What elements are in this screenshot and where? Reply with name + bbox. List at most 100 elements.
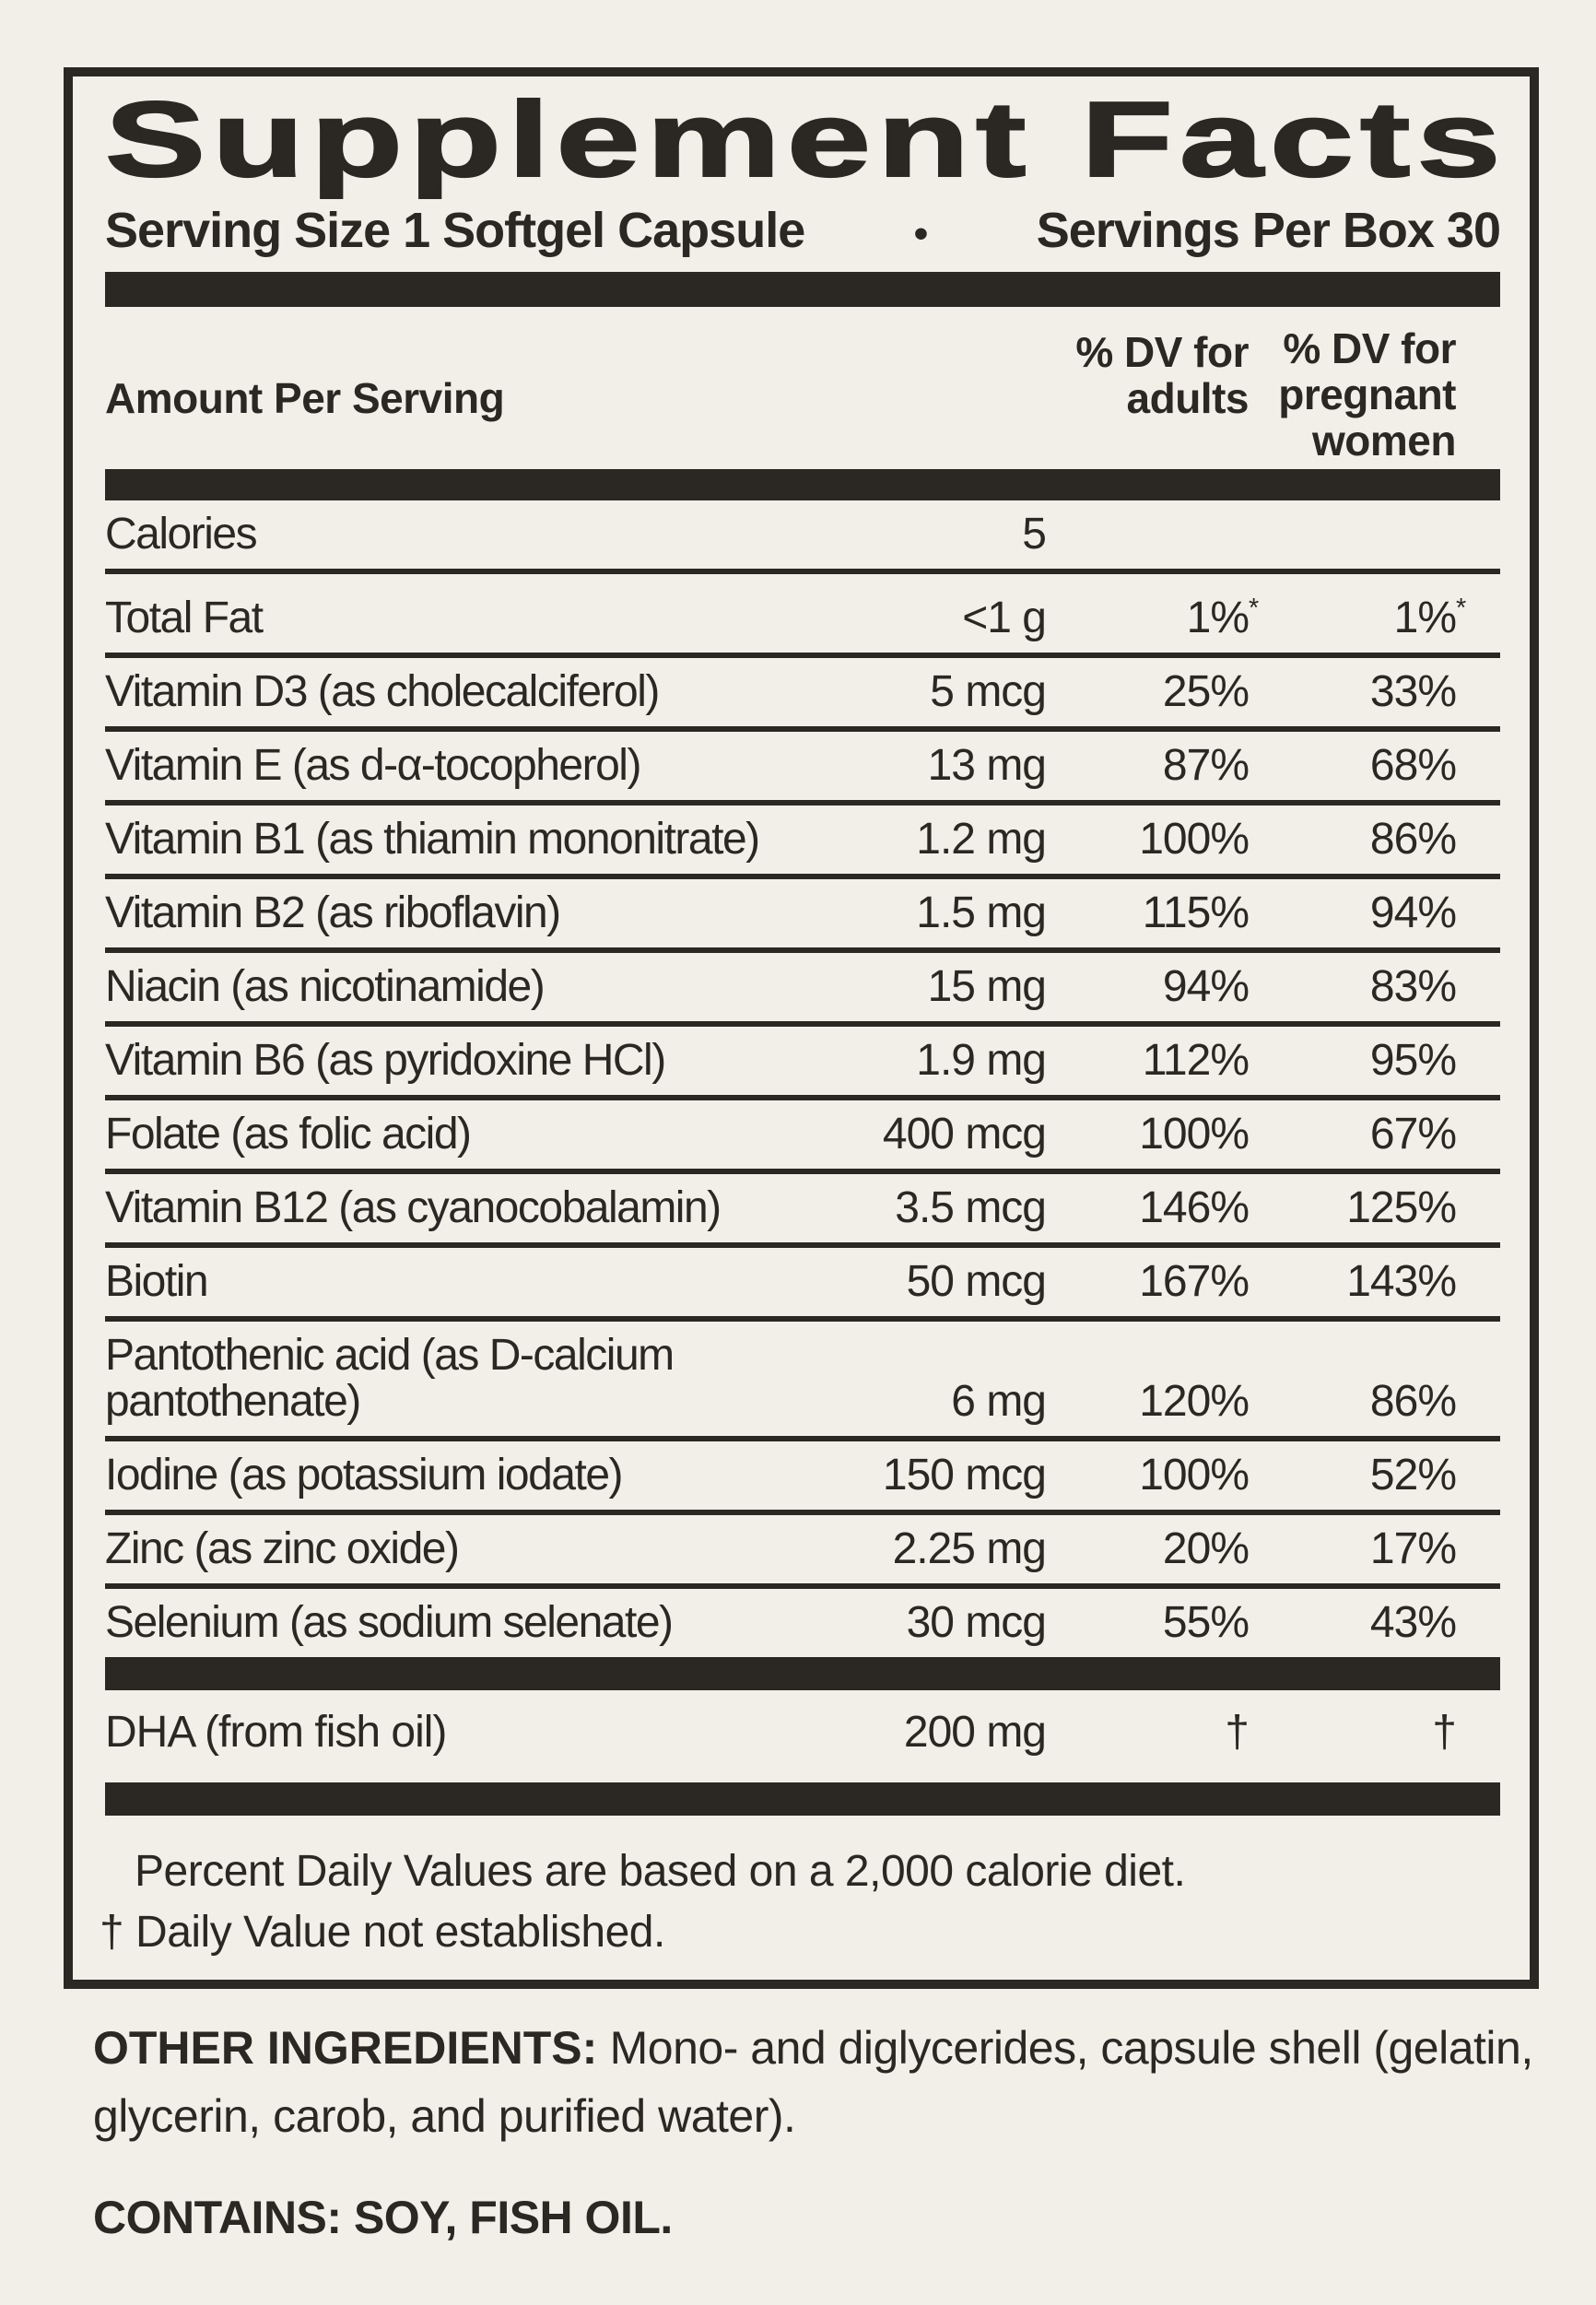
nutrient-dv-adults: 55% xyxy=(1046,1598,1250,1647)
nutrient-row: Folate (as folic acid) 400 mcg 100% 67% xyxy=(105,1100,1500,1174)
dv-pregnant-value: 86% xyxy=(1369,815,1457,864)
nutrient-dv-pregnant: 83% xyxy=(1249,964,1500,1010)
nutrient-dv-pregnant xyxy=(1249,512,1500,558)
dv-adults-value: 167% xyxy=(1139,1257,1250,1306)
nutrient-row: Vitamin B12 (as cyanocobalamin) 3.5 mcg … xyxy=(105,1174,1500,1248)
nutrient-row: Biotin 50 mcg 167% 143% xyxy=(105,1248,1500,1322)
nutrient-name: Total Fat xyxy=(105,594,264,642)
nutrient-dv-adults: 100% xyxy=(1046,815,1250,864)
nutrient-dv-pregnant: 94% xyxy=(1249,890,1500,936)
nutrient-amount: 30 mcg xyxy=(906,1598,1047,1647)
nutrient-row: Vitamin E (as d-α-tocopherol) 13 mg 87% … xyxy=(105,732,1500,806)
dv-adults-value: 100% xyxy=(1139,815,1250,864)
nutrient-dv-pregnant: 33% xyxy=(1249,669,1500,715)
nutrient-name: Folate (as folic acid) xyxy=(105,1110,472,1158)
nutrient-row: Niacin (as nicotinamide) 15 mg 94% 83% xyxy=(105,953,1500,1027)
nutrient-row: Vitamin B6 (as pyridoxine HCl) 1.9 mg 11… xyxy=(105,1027,1500,1100)
nutrient-name: Iodine (as potassium iodate) xyxy=(105,1451,624,1499)
dv-adults-value: 112% xyxy=(1142,1036,1250,1085)
footnotes: Percent Daily Values are based on a 2,00… xyxy=(100,1841,1500,1963)
nutrient-row: Vitamin B2 (as riboflavin) 1.5 mg 115% 9… xyxy=(105,879,1500,953)
footnote-dagger: † Daily Value not established. xyxy=(100,1908,665,1957)
dv-adults-value: 25% xyxy=(1162,667,1250,716)
nutrient-dv-pregnant: 68% xyxy=(1249,743,1500,789)
dv-adults-value: 146% xyxy=(1139,1183,1250,1232)
dv-pregnant-value: 52% xyxy=(1369,1451,1457,1499)
dv-pregnant-value: 83% xyxy=(1369,962,1457,1011)
dv-adults-value: 55% xyxy=(1162,1598,1250,1647)
nutrient-dv-adults: 94% xyxy=(1046,962,1250,1011)
nutrient-name: Calories xyxy=(105,510,258,559)
nutrient-amount: 3.5 mcg xyxy=(895,1183,1047,1232)
dv-pregnant-value: 1% xyxy=(1393,594,1457,642)
nutrient-dv-adults xyxy=(1046,512,1249,558)
nutrient-amount: 5 xyxy=(1022,510,1047,559)
nutrient-name: Biotin xyxy=(105,1257,209,1306)
other-ingredients-heading: OTHER INGREDIENTS: xyxy=(93,2022,598,2074)
dv-pregnant-value: 67% xyxy=(1369,1110,1457,1158)
dv-adults-value: 120% xyxy=(1139,1377,1250,1426)
dv-adults-value: 100% xyxy=(1139,1110,1250,1158)
nutrient-dv-pregnant: 52% xyxy=(1249,1452,1500,1499)
dha-row: DHA (from fish oil) 200 mg † † xyxy=(105,1690,1500,1782)
other-ingredients-text: Mono- and diglycerides, capsule shell (g… xyxy=(93,2022,1533,2142)
nutrient-amount: <1 g xyxy=(962,594,1047,642)
nutrient-amount: 2.25 mg xyxy=(892,1524,1047,1573)
nutrient-amount: 6 mg xyxy=(951,1377,1047,1426)
nutrient-dv-pregnant: 125% xyxy=(1249,1185,1500,1231)
nutrient-row: Total Fat <1 g 1%* 1%* xyxy=(105,574,1500,658)
nutrient-amount: 1.9 mg xyxy=(916,1036,1047,1085)
dv-pregnant-value: 125% xyxy=(1346,1183,1457,1232)
other-ingredients: OTHER INGREDIENTS: Mono- and diglyceride… xyxy=(93,2014,1560,2150)
nutrient-dv-pregnant: 86% xyxy=(1249,1379,1500,1425)
ingredients-section: OTHER INGREDIENTS: Mono- and diglyceride… xyxy=(93,2014,1560,2252)
nutrient-dv-pregnant: 67% xyxy=(1249,1111,1500,1158)
nutrient-dv-pregnant: 95% xyxy=(1249,1038,1500,1084)
dv-adults-header: % DV for adults xyxy=(1046,329,1249,464)
nutrient-amount: 200 mg xyxy=(903,1708,1047,1757)
dv-pregnant-value: 68% xyxy=(1369,741,1457,790)
nutrient-name: Selenium (as sodium selenate) xyxy=(105,1598,674,1647)
dv-adults-value: 87% xyxy=(1162,741,1250,790)
nutrient-dv-adults: 115% xyxy=(1046,888,1250,937)
dv-adults-value: 1% xyxy=(1186,594,1250,642)
nutrient-dv-adults: 25% xyxy=(1046,667,1250,716)
serving-row: Serving Size 1 Softgel Capsule • Serving… xyxy=(105,203,1501,261)
nutrient-dv-pregnant: 143% xyxy=(1249,1259,1500,1305)
dv-pregnant-value: 94% xyxy=(1369,888,1457,937)
footnote-daily-values: Percent Daily Values are based on a 2,00… xyxy=(135,1847,1186,1896)
nutrient-row: Vitamin B1 (as thiamin mononitrate) 1.2 … xyxy=(105,806,1500,879)
nutrient-dv-adults: 1%* xyxy=(1186,594,1260,642)
nutrient-name: Vitamin B12 (as cyanocobalamin) xyxy=(105,1183,722,1232)
nutrient-row: Vitamin D3 (as cholecalciferol) 5 mcg 25… xyxy=(105,658,1500,732)
dv-adults-value: 115% xyxy=(1142,888,1250,937)
panel-title: Supplement Facts xyxy=(104,79,1508,199)
serving-size: Serving Size 1 Softgel Capsule xyxy=(105,203,805,258)
column-header-row: Amount Per Serving % DV for adults % DV … xyxy=(105,325,1500,464)
nutrient-amount: 1.5 mg xyxy=(916,888,1047,937)
nutrient-amount: 13 mg xyxy=(927,741,1047,790)
nutrient-dv-adults: 87% xyxy=(1046,741,1250,790)
dv-adults-value: 94% xyxy=(1162,962,1250,1011)
nutrient-name: Niacin (as nicotinamide) xyxy=(105,962,546,1011)
nutrient-dv-adults: 120% xyxy=(1046,1377,1250,1426)
nutrient-dv-pregnant: 86% xyxy=(1249,817,1500,863)
nutrient-name: DHA (from fish oil) xyxy=(105,1708,447,1757)
divider-bar-thick xyxy=(105,272,1500,307)
nutrient-name: Vitamin D3 (as cholecalciferol) xyxy=(105,667,660,716)
nutrient-dv-pregnant: 43% xyxy=(1249,1600,1500,1646)
nutrient-row: Pantothenic acid (as D-calcium pantothen… xyxy=(105,1322,1500,1441)
dv-pregnant-value: 143% xyxy=(1346,1257,1457,1306)
nutrient-amount: 50 mcg xyxy=(906,1257,1047,1306)
dv-pregnant-header-line3: women xyxy=(1312,417,1456,465)
nutrient-row: Zinc (as zinc oxide) 2.25 mg 20% 17% xyxy=(105,1515,1500,1589)
dv-pregnant-value: 17% xyxy=(1369,1524,1457,1573)
nutrient-amount: 150 mcg xyxy=(882,1451,1047,1499)
nutrient-name: Vitamin B6 (as pyridoxine HCl) xyxy=(105,1036,666,1085)
facts-panel: Supplement Facts Serving Size 1 Softgel … xyxy=(64,67,1539,1989)
divider-bar-thick xyxy=(105,1782,1500,1816)
dv-pregnant-header: % DV for pregnant women xyxy=(1249,325,1500,464)
dv-pregnant-value: 86% xyxy=(1369,1377,1457,1426)
nutrient-table: Calories 5 Total Fat <1 g 1%* 1%* Vitami… xyxy=(105,500,1500,1657)
nutrient-dv-adults: 100% xyxy=(1046,1452,1250,1499)
